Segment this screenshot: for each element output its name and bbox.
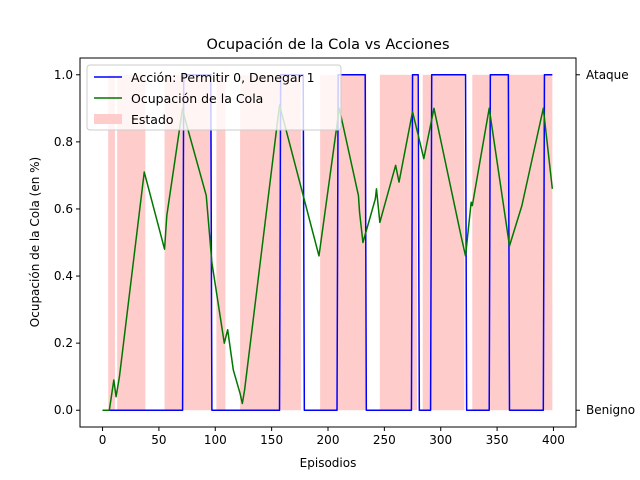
- y-tick-label: 0.8: [54, 135, 73, 149]
- y-axis-label: Ocupación de la Cola (en %): [28, 157, 42, 327]
- y2-axis-ticks: Benigno Ataque: [576, 68, 635, 417]
- x-tick-label: 0: [99, 433, 107, 447]
- legend-label-state: Estado: [131, 112, 174, 127]
- state-band: [240, 74, 301, 411]
- y2-tick-label: Ataque: [586, 68, 629, 82]
- y-tick-label: 0.4: [54, 269, 73, 283]
- y-tick-label: 0.0: [54, 403, 73, 417]
- x-tick-label: 350: [486, 433, 509, 447]
- legend: Acción: Permitir 0, Denegar 1 Ocupación …: [86, 64, 342, 131]
- x-axis-ticks: 0 50 100 150 200 250 300 350 400: [99, 427, 565, 447]
- x-tick-label: 250: [373, 433, 396, 447]
- state-band: [108, 74, 115, 411]
- state-band: [320, 74, 367, 411]
- legend-frame: [86, 64, 342, 131]
- y-tick-label: 1.0: [54, 68, 73, 82]
- x-tick-label: 50: [151, 433, 166, 447]
- y-axis-ticks: 0.0 0.2 0.4 0.6 0.8 1.0: [54, 68, 80, 417]
- y2-tick-label: Benigno: [586, 403, 635, 417]
- legend-swatch-state: [94, 114, 122, 124]
- y-tick-label: 0.2: [54, 336, 73, 350]
- state-band: [216, 74, 226, 411]
- x-tick-label: 100: [204, 433, 227, 447]
- x-tick-label: 300: [429, 433, 452, 447]
- series-line-action: [102, 74, 553, 411]
- chart-title: Ocupación de la Cola vs Acciones: [206, 37, 449, 53]
- x-tick-label: 400: [542, 433, 565, 447]
- x-tick-label: 200: [317, 433, 340, 447]
- state-band: [379, 74, 418, 411]
- x-tick-label: 150: [260, 433, 283, 447]
- legend-label-occupancy: Ocupación de la Cola: [131, 91, 263, 106]
- legend-label-action: Acción: Permitir 0, Denegar 1: [131, 70, 315, 85]
- y-tick-label: 0.6: [54, 202, 73, 216]
- x-axis-label: Episodios: [300, 456, 357, 470]
- state-band: [422, 74, 465, 411]
